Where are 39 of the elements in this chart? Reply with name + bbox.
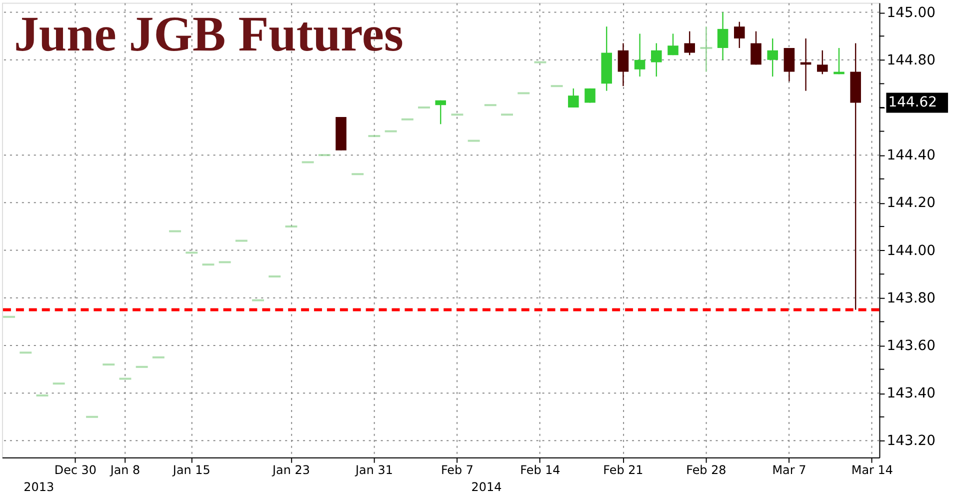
candlestick bbox=[734, 21, 745, 49]
candlestick bbox=[750, 30, 762, 66]
candlestick bbox=[684, 30, 695, 56]
y-tick-label: 143.40 bbox=[886, 386, 936, 402]
x-tick-label: Jan 15 bbox=[172, 462, 210, 477]
candlestick bbox=[668, 33, 678, 56]
candlestick bbox=[817, 50, 828, 75]
x-tick-label: Feb 7 bbox=[440, 462, 474, 477]
x-tick-label: Feb 21 bbox=[603, 462, 644, 477]
x-tick-label: Jan 8 bbox=[109, 462, 140, 477]
x-tick-label: Dec 30 bbox=[54, 462, 97, 477]
x-tick-label: Jan 31 bbox=[354, 462, 393, 477]
candlestick bbox=[784, 47, 795, 82]
x-tick-label: Jan 23 bbox=[272, 462, 310, 477]
x-tick-label: Feb 14 bbox=[520, 462, 560, 477]
candlestick bbox=[651, 42, 662, 78]
y-tick-label: 143.20 bbox=[886, 433, 936, 450]
text: 2014 bbox=[471, 480, 502, 494]
chart-title: June JGB Futures bbox=[14, 6, 404, 62]
candlestick bbox=[568, 88, 579, 108]
candlestick bbox=[767, 38, 778, 78]
text: 144.62 bbox=[888, 94, 937, 111]
y-tick-label: 144.00 bbox=[886, 242, 936, 259]
candlestick bbox=[435, 100, 446, 125]
x-tick-label: Feb 28 bbox=[686, 462, 726, 477]
y-tick-label: 143.60 bbox=[886, 338, 936, 354]
candlestick bbox=[717, 12, 728, 60]
y-tick-label: 144.20 bbox=[886, 195, 936, 212]
text: 2013 bbox=[24, 480, 54, 494]
y-tick-label: 145.00 bbox=[886, 4, 936, 21]
candlestick bbox=[618, 42, 629, 87]
y-tick-label: 143.80 bbox=[886, 290, 936, 306]
candlestick bbox=[700, 26, 712, 72]
x-tick-label: Mar 7 bbox=[772, 462, 806, 477]
candlestick bbox=[850, 42, 861, 310]
x-tick-label: Mar 14 bbox=[851, 462, 893, 477]
y-tick-label: 144.40 bbox=[886, 148, 936, 164]
candlestick bbox=[634, 33, 646, 78]
y-tick-label: 144.80 bbox=[886, 52, 936, 68]
